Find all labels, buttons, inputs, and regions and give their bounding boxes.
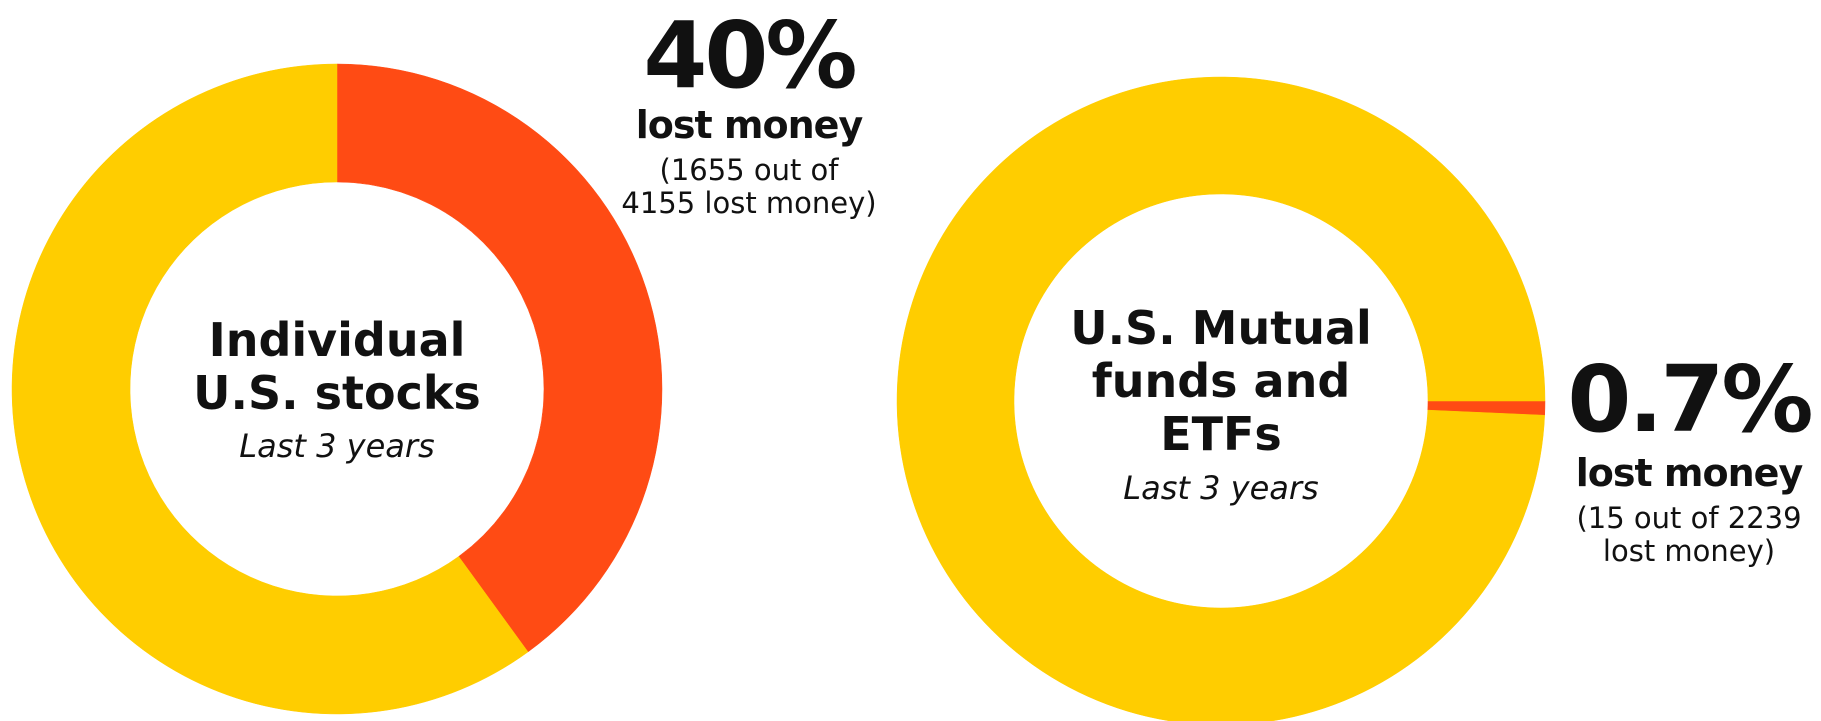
donut-title: Individual U.S. stocks: [193, 313, 481, 420]
donut-slice: [336, 63, 663, 653]
donut-slice: [11, 63, 529, 715]
donut-slice: [896, 76, 1546, 721]
donut-subtitle: Last 3 years: [239, 427, 435, 465]
note: (15 out of 2239 lost money): [1576, 501, 1802, 569]
donut-subtitle: Last 3 years: [1123, 469, 1319, 507]
value-label: 40%: [643, 2, 857, 109]
note: (1655 out of 4155 lost money): [621, 153, 877, 221]
annotation: lost money: [1575, 451, 1803, 495]
annotation: lost money: [635, 103, 863, 147]
value-label: 0.7%: [1567, 346, 1813, 453]
donut-title: U.S. Mutual funds and ETFs: [1070, 301, 1372, 461]
